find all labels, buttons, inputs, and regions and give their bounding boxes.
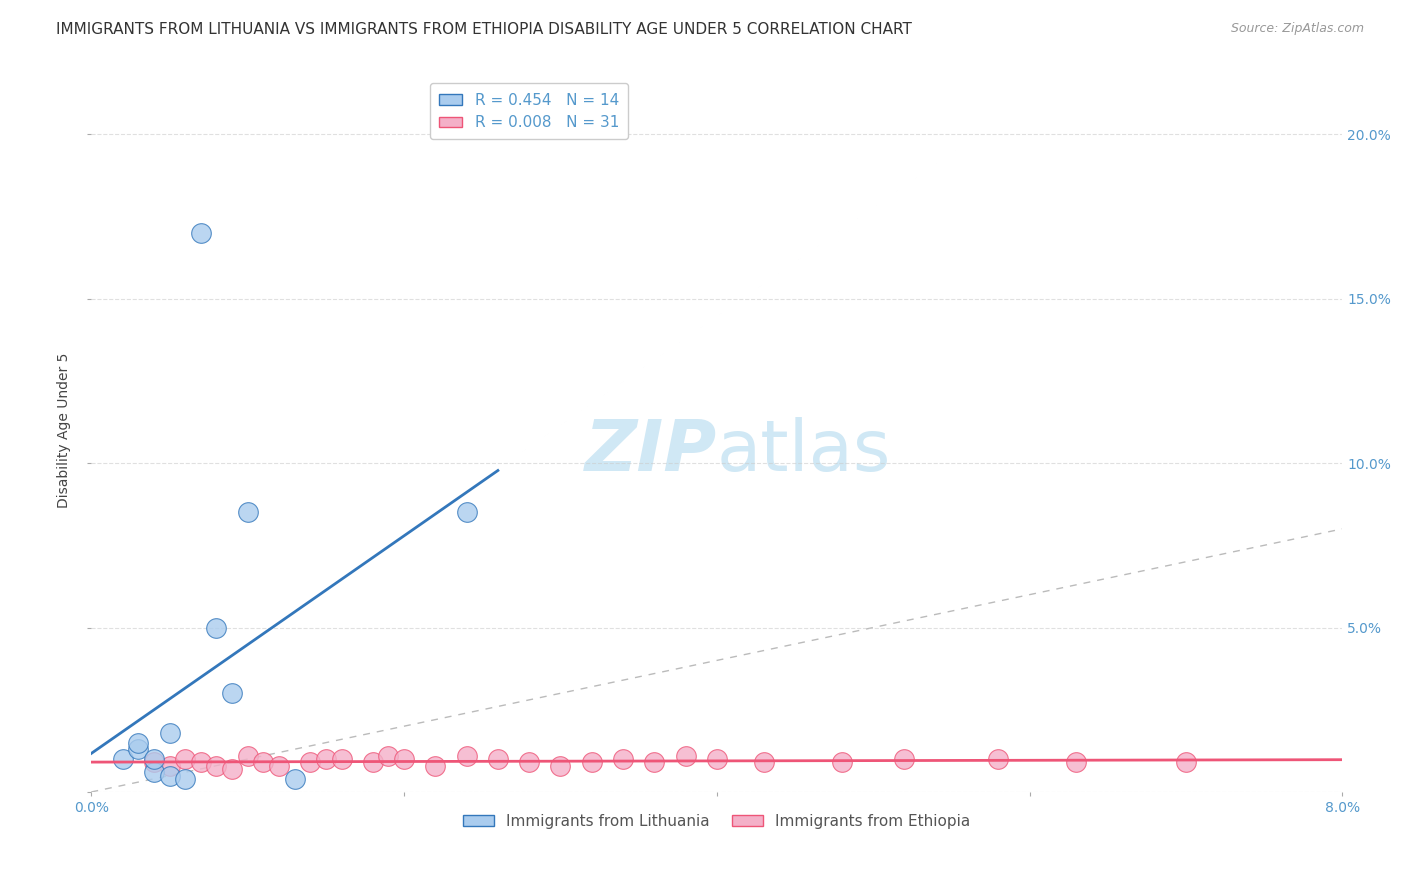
Point xyxy=(174,752,197,766)
Legend: Immigrants from Lithuania, Immigrants from Ethiopia: Immigrants from Lithuania, Immigrants fr… xyxy=(457,808,977,835)
Point xyxy=(127,736,149,750)
Text: ZIP: ZIP xyxy=(585,417,717,486)
Point xyxy=(893,752,915,766)
Point xyxy=(142,752,165,766)
Point xyxy=(127,742,149,756)
Point xyxy=(456,748,478,763)
Point xyxy=(142,756,165,770)
Point xyxy=(550,758,572,772)
Point xyxy=(425,758,447,772)
Point xyxy=(581,756,603,770)
Point xyxy=(267,758,290,772)
Point xyxy=(236,748,259,763)
Point xyxy=(675,748,697,763)
Point xyxy=(142,765,165,780)
Point xyxy=(159,725,181,739)
Text: Source: ZipAtlas.com: Source: ZipAtlas.com xyxy=(1230,22,1364,36)
Point xyxy=(284,772,307,786)
Point xyxy=(517,756,540,770)
Point xyxy=(252,756,274,770)
Point xyxy=(1066,756,1088,770)
Text: atlas: atlas xyxy=(717,417,891,486)
Point xyxy=(987,752,1010,766)
Point xyxy=(221,762,243,776)
Point xyxy=(174,772,197,786)
Point xyxy=(643,756,665,770)
Point xyxy=(236,505,259,519)
Point xyxy=(159,758,181,772)
Point xyxy=(330,752,353,766)
Point xyxy=(752,756,775,770)
Point xyxy=(1174,756,1197,770)
Point xyxy=(612,752,634,766)
Point xyxy=(190,756,212,770)
Point xyxy=(221,686,243,700)
Point xyxy=(315,752,337,766)
Point xyxy=(190,226,212,240)
Point xyxy=(299,756,322,770)
Y-axis label: Disability Age Under 5: Disability Age Under 5 xyxy=(58,352,72,508)
Point xyxy=(456,505,478,519)
Point xyxy=(205,621,228,635)
Point xyxy=(205,758,228,772)
Point xyxy=(706,752,728,766)
Point xyxy=(486,752,509,766)
Point xyxy=(392,752,415,766)
Point xyxy=(361,756,384,770)
Point xyxy=(377,748,399,763)
Point xyxy=(111,752,134,766)
Point xyxy=(831,756,853,770)
Text: IMMIGRANTS FROM LITHUANIA VS IMMIGRANTS FROM ETHIOPIA DISABILITY AGE UNDER 5 COR: IMMIGRANTS FROM LITHUANIA VS IMMIGRANTS … xyxy=(56,22,912,37)
Point xyxy=(159,768,181,782)
